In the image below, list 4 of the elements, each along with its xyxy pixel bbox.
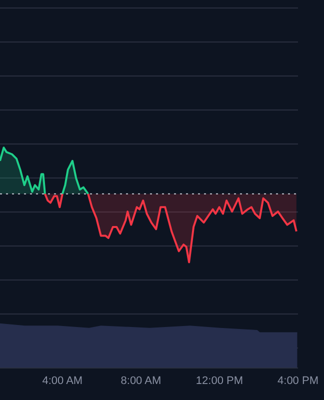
x-tick-label: 12:00 PM <box>196 374 244 387</box>
x-tick-label: 4:00 PM <box>278 374 318 387</box>
x-tick-label: 8:00 AM <box>120 374 162 387</box>
x-tick-label: 4:00 AM <box>42 374 83 387</box>
